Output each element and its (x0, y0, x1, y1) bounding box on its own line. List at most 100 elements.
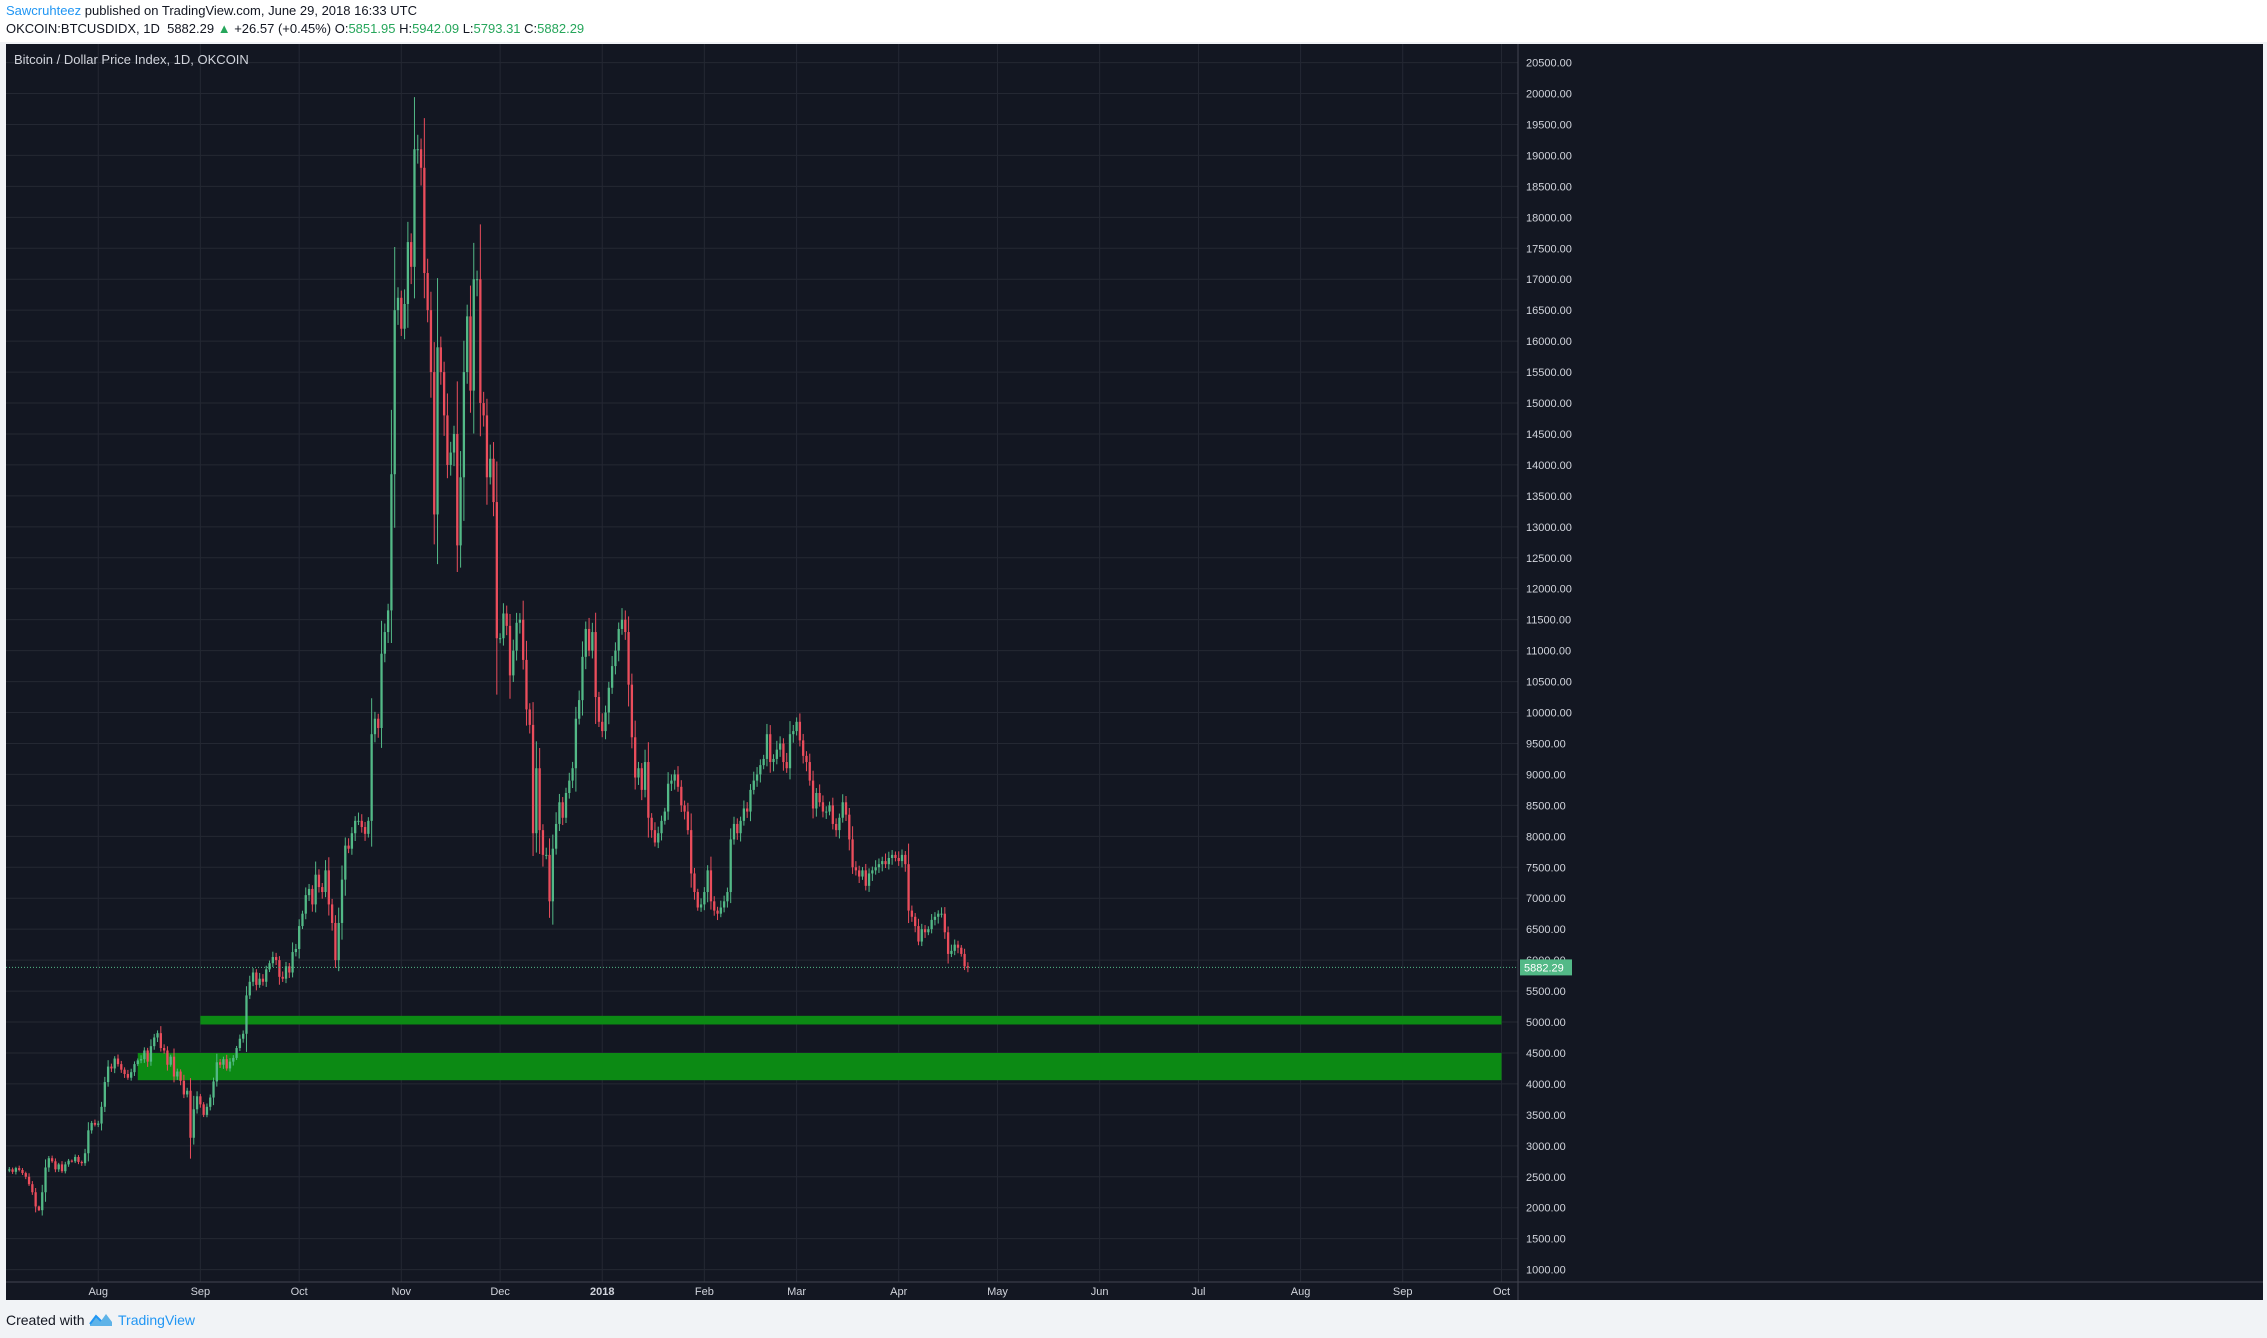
candle-body (370, 734, 373, 821)
candle-body (242, 1033, 245, 1039)
candle (709, 856, 713, 910)
candle (106, 1060, 110, 1087)
candle-body (574, 718, 578, 769)
candle (324, 860, 327, 898)
candle-body (881, 861, 884, 865)
candle-body (528, 709, 531, 725)
candle-body (21, 1169, 24, 1174)
candle-body (367, 820, 370, 834)
candle (380, 620, 383, 748)
candle (416, 134, 419, 164)
y-tick-label: 8500.00 (1526, 800, 1566, 812)
high-value: 5942.09 (412, 21, 460, 36)
candle-body (554, 823, 558, 849)
candle (433, 342, 436, 545)
candle-body (759, 765, 762, 775)
candle-body (426, 273, 429, 311)
ohlc-info: OKCOIN:BTCUSDIDX, 1D 5882.29 ▲ +26.57 (+… (6, 21, 584, 36)
candle (528, 703, 531, 734)
y-tick-label: 12000.00 (1526, 584, 1572, 596)
candle-body (515, 622, 518, 651)
candle-body (304, 895, 307, 914)
candle (647, 742, 650, 838)
candle (31, 1181, 34, 1195)
candle (80, 1160, 83, 1166)
candle-body (792, 731, 795, 735)
candle (186, 1087, 189, 1098)
candle (126, 1069, 130, 1080)
chart-title: Bitcoin / Dollar Price Index, 1D, OKCOIN (14, 52, 249, 67)
candle (518, 613, 522, 634)
candle (222, 1056, 225, 1069)
candle-body (330, 904, 334, 923)
candle (403, 289, 406, 340)
candle-body (930, 919, 933, 930)
candle-body (278, 960, 281, 977)
candle (225, 1054, 228, 1071)
candle (943, 907, 946, 939)
candle-body (31, 1184, 34, 1193)
candle-body (788, 734, 792, 769)
candle (571, 761, 574, 789)
candle-body (60, 1164, 64, 1172)
candle-body (505, 613, 508, 626)
y-tick-label: 9000.00 (1526, 769, 1566, 781)
candle-body (887, 857, 890, 865)
x-tick-label: 2018 (590, 1286, 614, 1298)
candle-body (126, 1074, 130, 1078)
candle (663, 807, 666, 825)
candle (890, 850, 894, 865)
candle (861, 867, 864, 880)
y-tick-label: 16500.00 (1526, 305, 1572, 317)
candle-body (153, 1037, 156, 1047)
candle-body (535, 768, 538, 834)
candle (489, 444, 492, 485)
candle (327, 857, 330, 916)
candle-body (696, 892, 699, 908)
candle (617, 622, 620, 662)
candle (821, 795, 825, 818)
candle-body (143, 1050, 146, 1060)
y-tick-label: 13000.00 (1526, 522, 1572, 534)
chart-area[interactable]: 1000.00 1500.00 2000.00 2500.00 3000.00 3500.… (6, 44, 2263, 1300)
tradingview-brand-link[interactable]: TradingView (118, 1312, 196, 1328)
candle (271, 951, 274, 968)
candle-body (396, 297, 400, 311)
candle-body (601, 721, 604, 732)
upper-support-zone (200, 1015, 1502, 1025)
price-chart[interactable]: 1000.00 1500.00 2000.00 2500.00 3000.00 3500.… (6, 44, 2263, 1300)
candle-body (205, 1106, 209, 1115)
candle (792, 724, 795, 743)
candle-body (41, 1192, 44, 1211)
candle (21, 1168, 24, 1175)
candle-body (400, 297, 403, 329)
candle (288, 963, 291, 978)
candle-body (77, 1156, 80, 1162)
close-label: C: (524, 21, 538, 36)
candle-body (831, 805, 834, 824)
candle-body (11, 1169, 14, 1172)
candle-body (347, 845, 350, 849)
y-tick-label: 3500.00 (1526, 1110, 1566, 1122)
candle (834, 818, 838, 837)
y-tick-label: 1500.00 (1526, 1234, 1566, 1246)
candle-body (545, 854, 548, 856)
y-tick-label: 8000.00 (1526, 831, 1566, 843)
candle-body (189, 1090, 192, 1138)
candle-body (479, 279, 482, 404)
candle (37, 1205, 41, 1212)
candle (910, 905, 914, 922)
candle (54, 1158, 57, 1173)
candle-body (258, 978, 261, 985)
candle (123, 1067, 126, 1078)
candle (831, 797, 834, 830)
candle (370, 698, 373, 847)
candle-body (492, 458, 495, 503)
candle (769, 725, 772, 773)
author-link[interactable]: Sawcruhteez (6, 3, 82, 18)
candle-body (551, 848, 554, 902)
candle (110, 1063, 113, 1072)
candle-body (871, 870, 874, 874)
candle (311, 885, 314, 912)
candle (914, 913, 917, 933)
